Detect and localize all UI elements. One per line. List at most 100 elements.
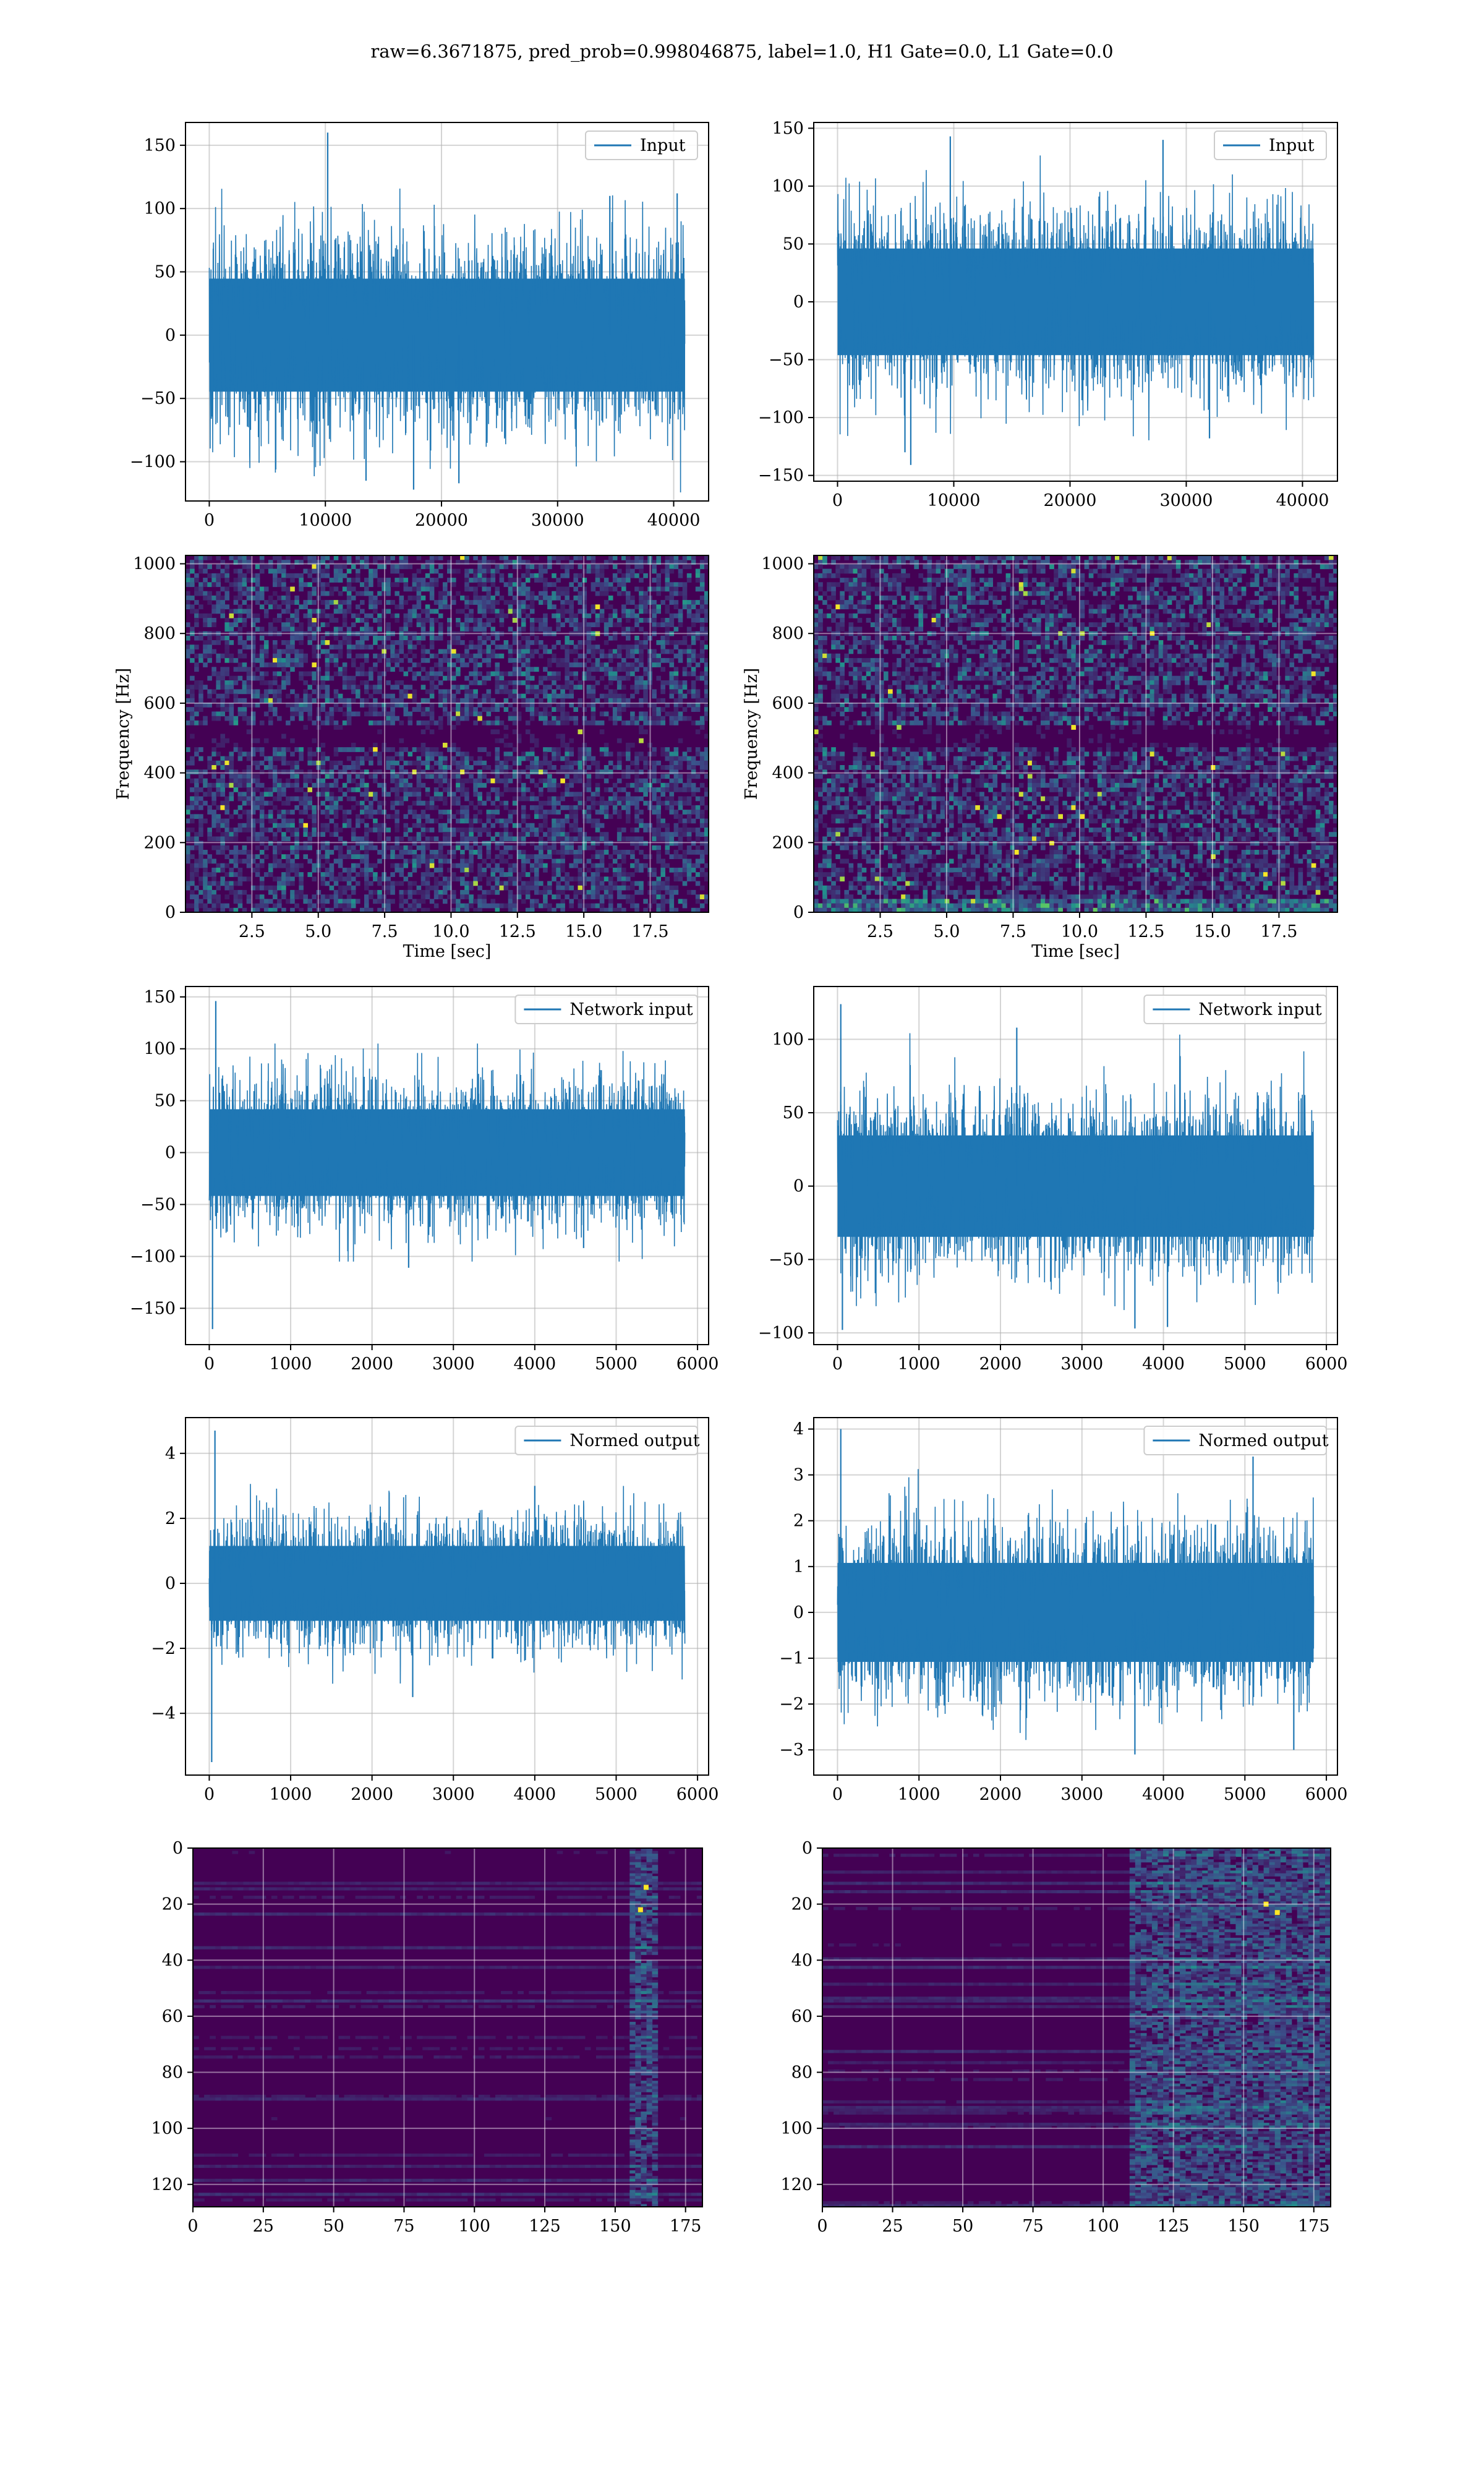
spectrogram-cell	[573, 863, 578, 868]
spectrogram-cell	[246, 631, 252, 636]
spectrogram-cell	[603, 600, 609, 605]
spectrogram-cell	[630, 653, 635, 659]
spectrogram-cell	[216, 845, 221, 850]
spectrogram-cell	[351, 689, 356, 695]
spectrogram-cell	[573, 823, 578, 828]
spectrogram-cell	[429, 751, 435, 757]
spectrogram-cell	[342, 711, 348, 717]
spectrogram-cell	[429, 765, 435, 770]
spectrogram-cell	[360, 792, 365, 797]
spectrogram-cell	[503, 823, 509, 828]
spectrogram-cell	[186, 622, 190, 627]
spectrogram-cell	[377, 675, 382, 681]
spectrogram-cell	[560, 792, 565, 797]
spectrogram-cell	[211, 814, 216, 820]
spectrogram-cell	[286, 618, 291, 623]
spectrogram-cell	[447, 832, 452, 837]
spectrogram-cell	[420, 635, 426, 641]
spectrogram-cell	[499, 703, 505, 708]
spectrogram-cell	[342, 823, 348, 828]
spectrogram-cell	[320, 769, 326, 774]
spectrogram-cell	[333, 573, 339, 578]
spectrogram-cell	[377, 685, 382, 690]
spectrogram-cell	[565, 751, 569, 757]
spectrogram-cell	[464, 703, 469, 708]
spectrogram-cell	[612, 698, 618, 703]
spectrogram-cell	[394, 863, 399, 868]
spectrogram-cell	[229, 555, 234, 560]
spectrogram-cell	[346, 867, 352, 873]
spectrogram-cell	[639, 850, 644, 855]
spectrogram-cell	[438, 671, 443, 677]
spectrogram-cell	[242, 850, 247, 855]
spectrogram-cell	[233, 854, 239, 859]
spectrogram-cell	[207, 675, 212, 681]
spectrogram-cell	[652, 889, 657, 895]
spectrogram-cell	[198, 828, 203, 833]
spectrogram-cell	[259, 832, 265, 837]
spectrogram-cell	[242, 582, 247, 588]
spectrogram-cell	[447, 644, 452, 650]
spectrogram-cell	[394, 751, 399, 757]
spectrogram-cell	[216, 609, 221, 614]
spectrogram-cell	[634, 703, 639, 708]
spectrogram-cell	[621, 631, 626, 636]
spectrogram-cell	[246, 703, 252, 708]
spectrogram-cell	[486, 720, 492, 726]
spectrogram-cell	[307, 769, 312, 774]
spectrogram-cell	[477, 774, 482, 779]
spectrogram-cell	[569, 738, 574, 743]
spectrogram-cell	[665, 747, 670, 752]
spectrogram-cell	[529, 756, 535, 761]
spectrogram-cell	[364, 899, 369, 904]
spectrogram-cell	[229, 627, 234, 632]
spectrogram-cell	[473, 907, 478, 913]
spectrogram-cell	[290, 640, 295, 645]
spectrogram-cell	[259, 751, 265, 757]
spectrogram-cell	[416, 778, 422, 784]
spectrogram-cell	[394, 613, 399, 618]
spectrogram-cell	[556, 716, 561, 721]
spectrogram-cell	[464, 644, 469, 650]
spectrogram-cell	[626, 613, 631, 618]
spectrogram-cell	[443, 756, 448, 761]
spectrogram-cell	[621, 604, 626, 610]
spectrogram-cell	[356, 640, 360, 645]
spectrogram-cell	[364, 578, 369, 583]
spectrogram-cell	[643, 693, 648, 699]
spectrogram-cell	[490, 703, 496, 708]
spectrogram-cell	[612, 578, 618, 583]
spectrogram-cell	[307, 836, 312, 842]
spectrogram-cell	[582, 751, 587, 757]
spectrogram-cell	[377, 671, 382, 677]
spectrogram-cell	[242, 600, 247, 605]
spectrogram-cell	[429, 680, 435, 685]
spectrogram-cell	[608, 613, 613, 618]
spectrogram-cell	[416, 635, 422, 641]
spectrogram-cell	[438, 573, 443, 578]
spectrogram-cell	[325, 631, 330, 636]
spectrogram-cell	[224, 649, 229, 654]
spectrogram-cell	[603, 765, 609, 770]
spectrogram-cell	[451, 760, 456, 766]
spectrogram-cell	[608, 649, 613, 654]
spectrogram-cell	[294, 657, 299, 663]
spectrogram-cell	[552, 823, 556, 828]
spectrogram-cell	[216, 573, 221, 578]
spectrogram-cell	[599, 854, 605, 859]
spectrogram-cell	[482, 578, 487, 583]
spectrogram-cell	[565, 600, 569, 605]
spectrogram-cell	[237, 640, 243, 645]
spectrogram-cell	[529, 863, 535, 868]
spectrogram-cell	[429, 885, 435, 891]
spectrogram-cell	[630, 671, 635, 677]
spectrogram-cell	[307, 805, 312, 810]
spectrogram-cell	[586, 568, 592, 574]
spectrogram-cell	[242, 828, 247, 833]
spectrogram-cell	[220, 881, 225, 886]
spectrogram-cell	[382, 586, 386, 592]
spectrogram-cell	[552, 582, 556, 588]
spectrogram-cell	[346, 774, 352, 779]
spectrogram-cell	[656, 586, 661, 592]
spectrogram-cell	[429, 716, 435, 721]
